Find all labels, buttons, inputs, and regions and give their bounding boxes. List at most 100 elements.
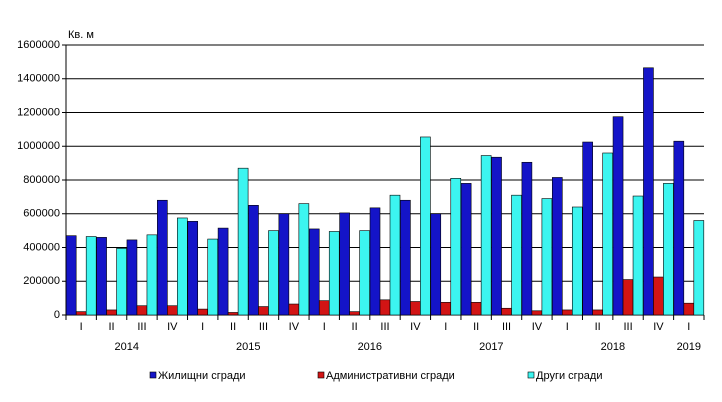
bar	[136, 305, 148, 316]
x-tick-label: II	[473, 321, 479, 333]
unit-label: Кв. м	[68, 29, 94, 41]
x-tick-label: IV	[167, 321, 178, 333]
year-label: 2017	[479, 341, 503, 353]
legend-label: Други сгради	[536, 370, 602, 382]
bar	[622, 279, 634, 316]
bar	[592, 309, 603, 316]
x-tick-label: III	[502, 321, 511, 333]
x-tick-label: I	[566, 321, 569, 333]
bar	[116, 248, 127, 316]
bar	[308, 228, 320, 316]
bar	[663, 183, 674, 316]
bar	[217, 227, 229, 316]
bar	[551, 177, 563, 316]
x-tick-label: II	[595, 321, 601, 333]
bar	[339, 212, 350, 316]
year-label: 2015	[236, 341, 260, 353]
y-tick-label: 400000	[23, 241, 60, 253]
x-tick-label: IV	[410, 321, 421, 333]
legend-swatch	[527, 371, 535, 379]
bar	[379, 299, 391, 316]
bar	[440, 302, 452, 316]
bar	[258, 306, 269, 316]
year-label: 2018	[601, 341, 625, 353]
x-tick-label: IV	[653, 321, 664, 333]
bar	[268, 230, 279, 316]
bar	[65, 235, 77, 316]
bar	[359, 230, 370, 316]
bar	[349, 311, 360, 316]
x-tick-label: III	[259, 321, 268, 333]
bar	[75, 311, 87, 316]
bar	[602, 152, 613, 316]
bar	[501, 307, 512, 316]
bar	[582, 141, 593, 316]
x-tick-label: I	[80, 321, 83, 333]
x-tick-label: IV	[532, 321, 543, 333]
bar	[389, 194, 401, 316]
bar	[571, 206, 583, 316]
y-tick-label: 800000	[23, 174, 60, 186]
bar	[683, 302, 695, 316]
bar	[157, 199, 168, 316]
bar	[126, 239, 138, 316]
bar	[470, 302, 482, 316]
bar	[632, 195, 644, 316]
bar	[612, 116, 624, 316]
bar	[328, 231, 340, 316]
bar	[430, 213, 442, 316]
bar	[673, 140, 685, 316]
y-tick-label: 0	[54, 309, 60, 321]
x-tick-label: I	[201, 321, 204, 333]
y-tick-label: 1000000	[17, 140, 60, 152]
x-tick-label: II	[109, 321, 115, 333]
bar	[207, 238, 219, 316]
bar	[85, 236, 97, 316]
bar	[96, 237, 107, 316]
year-label: 2019	[677, 341, 701, 353]
x-tick-label: I	[444, 321, 447, 333]
bar	[298, 203, 310, 316]
x-tick-label: I	[687, 321, 690, 333]
x-tick-label: IV	[289, 321, 300, 333]
y-tick-label: 1400000	[17, 73, 60, 85]
bar	[177, 217, 188, 316]
bar	[248, 205, 259, 316]
legend-label: Административни сгради	[326, 370, 455, 382]
bar	[369, 207, 381, 316]
x-tick-label: I	[323, 321, 326, 333]
bar	[400, 199, 411, 316]
legend-swatch	[317, 371, 325, 379]
legend-label: Жилищни сгради	[158, 370, 246, 382]
bar	[450, 178, 462, 316]
bar	[480, 155, 492, 316]
bar	[420, 136, 431, 316]
y-tick-label: 1600000	[17, 39, 60, 51]
x-tick-label: II	[352, 321, 358, 333]
x-tick-label: III	[137, 321, 146, 333]
bar	[521, 161, 533, 316]
bar	[541, 198, 553, 316]
bar	[511, 194, 522, 316]
y-tick-label: 1200000	[17, 106, 60, 118]
y-tick-label: 200000	[23, 275, 60, 287]
bar	[227, 312, 239, 316]
bar	[106, 309, 117, 316]
x-tick-label: III	[623, 321, 632, 333]
year-label: 2014	[115, 341, 139, 353]
bar	[653, 276, 664, 316]
bar	[531, 310, 543, 316]
year-label: 2016	[358, 341, 382, 353]
bar	[693, 220, 705, 316]
bar	[278, 213, 290, 316]
bar	[318, 300, 330, 316]
bar	[167, 305, 178, 316]
bar	[410, 301, 421, 316]
x-tick-label: II	[230, 321, 236, 333]
bar	[237, 167, 249, 316]
y-tick-label: 600000	[23, 208, 60, 220]
bar	[491, 156, 502, 316]
bar	[146, 234, 158, 316]
bar	[561, 309, 573, 316]
